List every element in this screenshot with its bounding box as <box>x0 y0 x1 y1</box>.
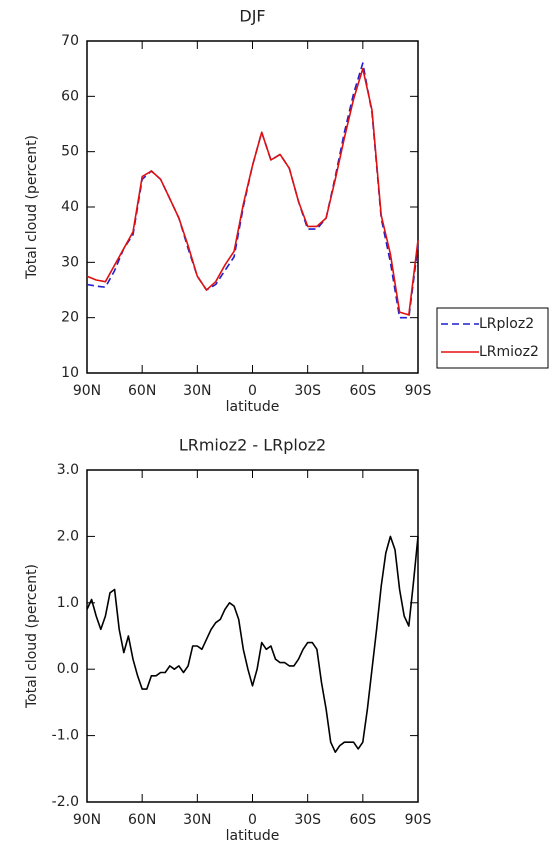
x-tick-label: 0 <box>248 383 257 399</box>
y-tick-label: 50 <box>61 144 79 160</box>
y-tick-label: 60 <box>61 88 79 104</box>
legend-label: LRploz2 <box>479 316 534 332</box>
y-tick-label: 20 <box>61 310 79 326</box>
y-tick-label: 2.0 <box>57 528 79 544</box>
x-tick-label: 30N <box>183 812 211 828</box>
x-tick-label: 90N <box>73 812 101 828</box>
y-tick-label: -1.0 <box>52 728 79 744</box>
data-line <box>86 62 419 319</box>
legend-label: LRmioz2 <box>479 344 539 360</box>
y-tick-label: 40 <box>61 199 79 215</box>
x-axis-label: latitude <box>226 828 280 844</box>
y-axis-label: Total cloud (percent) <box>24 135 40 280</box>
x-tick-label: 90S <box>405 383 432 399</box>
y-tick-label: 30 <box>61 254 79 270</box>
plot-frame <box>86 469 419 803</box>
x-axis-label: latitude <box>226 399 280 415</box>
x-tick-label: 60N <box>128 812 156 828</box>
x-tick-label: 90S <box>405 812 432 828</box>
x-tick-label: 60S <box>349 383 376 399</box>
chart-title: DJF <box>239 7 265 26</box>
y-tick-label: 1.0 <box>57 595 79 611</box>
y-axis-label: Total cloud (percent) <box>24 564 40 709</box>
x-tick-label: 30S <box>294 383 321 399</box>
y-tick-label: 70 <box>61 33 79 49</box>
data-line <box>86 67 419 316</box>
x-tick-label: 60N <box>128 383 156 399</box>
x-tick-label: 0 <box>248 812 257 828</box>
x-tick-label: 30S <box>294 812 321 828</box>
y-tick-label: -2.0 <box>52 794 79 810</box>
y-tick-label: 0.0 <box>57 661 79 677</box>
chart-title: LRmioz2 - LRploz2 <box>179 436 326 455</box>
legend-box <box>436 307 549 369</box>
y-tick-label: 10 <box>61 365 79 381</box>
plot-frame <box>86 40 419 374</box>
y-tick-label: 3.0 <box>57 462 79 478</box>
x-tick-label: 30N <box>183 383 211 399</box>
x-tick-label: 60S <box>349 812 376 828</box>
x-tick-label: 90N <box>73 383 101 399</box>
data-line <box>86 535 419 753</box>
